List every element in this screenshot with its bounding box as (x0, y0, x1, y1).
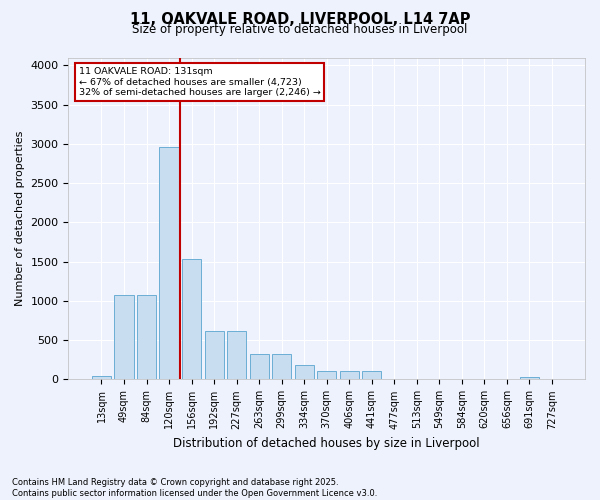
Bar (137, 294, 156, 380)
Text: 11, OAKVALE ROAD, LIVERPOOL, L14 7AP: 11, OAKVALE ROAD, LIVERPOOL, L14 7AP (130, 12, 470, 28)
Y-axis label: Number of detached properties: Number of detached properties (15, 131, 25, 306)
Text: 11 OAKVALE ROAD: 131sqm
← 67% of detached houses are smaller (4,723)
32% of semi: 11 OAKVALE ROAD: 131sqm ← 67% of detache… (79, 67, 320, 97)
Bar (362, 371, 382, 380)
Bar (227, 331, 246, 380)
Bar (317, 371, 336, 380)
Bar (340, 371, 359, 380)
Bar (160, 147, 179, 380)
Text: Contains HM Land Registry data © Crown copyright and database right 2025.
Contai: Contains HM Land Registry data © Crown c… (12, 478, 377, 498)
Text: Size of property relative to detached houses in Liverpool: Size of property relative to detached ho… (133, 22, 467, 36)
Bar (520, 376, 539, 380)
Bar (272, 354, 291, 380)
Bar (92, 376, 111, 380)
Bar (295, 364, 314, 380)
Bar (182, 260, 201, 380)
Bar (205, 331, 224, 380)
Bar (250, 354, 269, 380)
X-axis label: Distribution of detached houses by size in Liverpool: Distribution of detached houses by size … (173, 437, 480, 450)
Bar (115, 294, 134, 380)
